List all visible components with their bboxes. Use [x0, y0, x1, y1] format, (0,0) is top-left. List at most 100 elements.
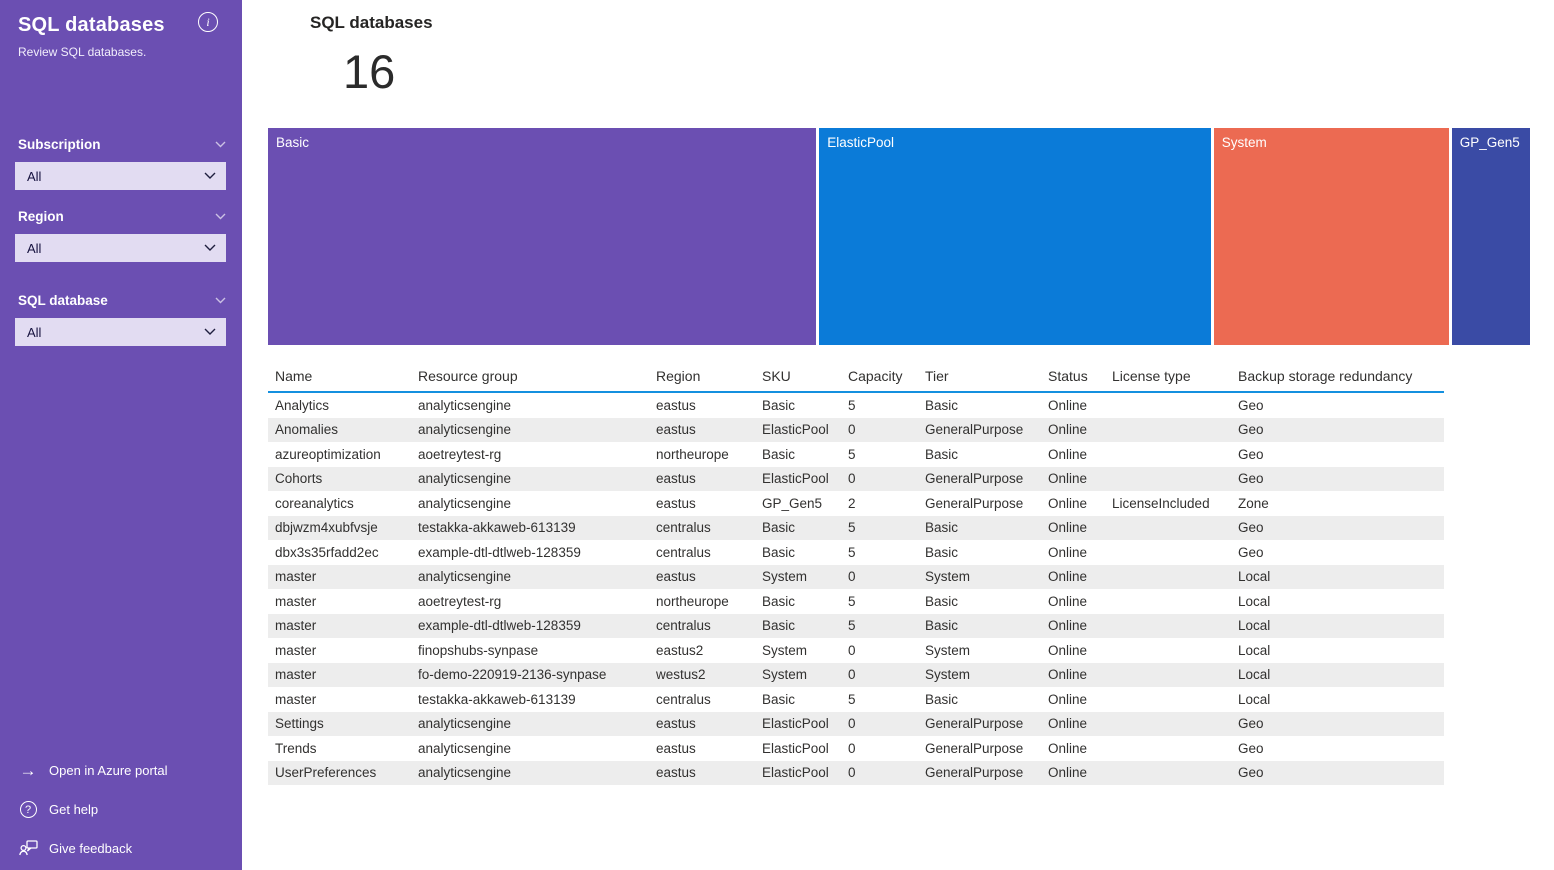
open-in-azure-portal-link[interactable]: → Open in Azure portal: [18, 762, 242, 779]
table-body: Analytics analyticsengine eastus Basic 5 Basi…: [268, 393, 1444, 785]
table-cell: Online: [1048, 618, 1088, 634]
chevron-down-icon[interactable]: [215, 213, 226, 220]
treemap-segment-elasticpool[interactable]: ElasticPool: [819, 128, 1211, 345]
table-cell: Online: [1048, 446, 1088, 462]
table-cell: 0: [848, 667, 856, 683]
table-cell: analyticsengine: [418, 495, 512, 511]
table-header: Name Resource group Region SKU Capacity Tier S…: [268, 360, 1444, 393]
table-cell: System: [762, 642, 808, 658]
table-cell: master: [275, 618, 317, 634]
table-cell: eastus2: [656, 642, 704, 658]
filter-sql-database: SQL database All: [0, 284, 242, 346]
table-cell: analyticsengine: [418, 740, 512, 756]
table-cell: finopshubs-synpase: [418, 642, 539, 658]
table-cell: Basic: [762, 520, 796, 536]
table-cell: Geo: [1238, 446, 1264, 462]
table-row[interactable]: master fo-demo-220919-2136-synpase westus2…: [268, 662, 1444, 687]
table-row[interactable]: Anomalies analyticsengine eastus ElasticPoo…: [268, 417, 1444, 442]
column-header[interactable]: Status: [1048, 368, 1088, 384]
column-header[interactable]: Region: [656, 368, 701, 384]
table-row[interactable]: master finopshubs-synpase eastus2 System 0 Sy…: [268, 638, 1444, 663]
table-cell: analyticsengine: [418, 716, 512, 732]
table-cell: Basic: [762, 618, 796, 634]
column-header[interactable]: Name: [275, 368, 313, 384]
table-cell: GeneralPurpose: [925, 495, 1024, 511]
chevron-down-icon: [204, 172, 216, 180]
subscription-dropdown[interactable]: All: [15, 162, 226, 190]
table-cell: Basic: [762, 446, 796, 462]
table-cell: Online: [1048, 520, 1088, 536]
get-help-link[interactable]: ? Get help: [18, 801, 242, 818]
column-header[interactable]: Backup storage redundancy: [1238, 368, 1413, 384]
filter-subscription: Subscription All: [0, 128, 242, 190]
sidebar: SQL databases i Review SQL databases. Su…: [0, 0, 242, 870]
table-row[interactable]: Trends analyticsengine eastus ElasticPool 0 G…: [268, 736, 1444, 761]
table-cell: Online: [1048, 691, 1088, 707]
table-row[interactable]: master aoetreytest-rg northeurope Basic 5 Bas…: [268, 589, 1444, 614]
table-cell: master: [275, 642, 317, 658]
treemap-segment-label: ElasticPool: [827, 135, 894, 150]
give-feedback-link[interactable]: Give feedback: [18, 840, 242, 856]
info-icon[interactable]: i: [198, 12, 218, 32]
sidebar-title: SQL databases: [18, 14, 165, 36]
databases-table: Name Resource group Region SKU Capacity Tier S…: [268, 360, 1444, 785]
table-cell: Basic: [925, 446, 959, 462]
treemap-segment-label: GP_Gen5: [1459, 135, 1520, 150]
table-cell: Geo: [1238, 544, 1264, 560]
table-cell: dbjwzm4xubfvsje: [275, 520, 378, 536]
table-row[interactable]: master analyticsengine eastus System 0 System…: [268, 564, 1444, 589]
link-label: Open in Azure portal: [49, 763, 168, 778]
chevron-down-icon: [204, 328, 216, 336]
table-row[interactable]: dbx3s35rfadd2ec example-dtl-dtlweb-128359…: [268, 540, 1444, 565]
table-row[interactable]: Settings analyticsengine eastus ElasticPool…: [268, 711, 1444, 736]
table-cell: Geo: [1238, 740, 1264, 756]
table-cell: westus2: [656, 667, 706, 683]
sidebar-links: → Open in Azure portal ? Get help Give f…: [0, 762, 242, 870]
dropdown-value: All: [27, 324, 42, 340]
table-cell: Basic: [925, 691, 959, 707]
column-header[interactable]: Tier: [925, 368, 949, 384]
table-cell: 5: [848, 446, 856, 462]
table-cell: Analytics: [275, 397, 330, 413]
table-cell: System: [762, 667, 808, 683]
table-row[interactable]: Cohorts analyticsengine eastus ElasticPool 0…: [268, 466, 1444, 491]
table-cell: Local: [1238, 569, 1271, 585]
table-cell: GeneralPurpose: [925, 740, 1024, 756]
table-row[interactable]: azureoptimization aoetreytest-rg northeuro…: [268, 442, 1444, 467]
chevron-down-icon[interactable]: [215, 297, 226, 304]
table-cell: LicenseIncluded: [1112, 495, 1210, 511]
help-circle-icon: ?: [18, 801, 38, 818]
table-cell: analyticsengine: [418, 765, 512, 781]
table-cell: System: [925, 667, 971, 683]
table-cell: ElasticPool: [762, 740, 829, 756]
column-header[interactable]: License type: [1112, 368, 1191, 384]
region-dropdown[interactable]: All: [15, 234, 226, 262]
treemap-segment-system[interactable]: System: [1213, 128, 1449, 345]
table-cell: Online: [1048, 667, 1088, 683]
sql-database-dropdown[interactable]: All: [15, 318, 226, 346]
column-header[interactable]: SKU: [762, 368, 791, 384]
table-cell: eastus: [656, 740, 696, 756]
table-cell: eastus: [656, 495, 696, 511]
table-cell: centralus: [656, 691, 711, 707]
table-row[interactable]: master example-dtl-dtlweb-128359 centralus…: [268, 613, 1444, 638]
table-cell: eastus: [656, 397, 696, 413]
table-row[interactable]: UserPreferences analyticsengine eastus Elas…: [268, 760, 1444, 785]
table-cell: 5: [848, 520, 856, 536]
table-row[interactable]: Analytics analyticsengine eastus Basic 5 Basi…: [268, 393, 1444, 418]
link-label: Get help: [49, 802, 99, 817]
table-cell: Local: [1238, 618, 1271, 634]
treemap-segment-basic[interactable]: Basic: [268, 128, 817, 345]
table-row[interactable]: coreanalytics analyticsengine eastus GP_Gen…: [268, 491, 1444, 516]
treemap-segment-gp_gen5[interactable]: GP_Gen5: [1451, 128, 1530, 345]
chevron-down-icon[interactable]: [215, 141, 226, 148]
table-row[interactable]: master testakka-akkaweb-613139 centralus Ba…: [268, 687, 1444, 712]
table-cell: centralus: [656, 618, 711, 634]
table-cell: Online: [1048, 422, 1088, 438]
table-cell: testakka-akkaweb-613139: [418, 691, 576, 707]
column-header[interactable]: Resource group: [418, 368, 518, 384]
column-header[interactable]: Capacity: [848, 368, 903, 384]
table-row[interactable]: dbjwzm4xubfvsje testakka-akkaweb-613139 ce…: [268, 515, 1444, 540]
table-cell: master: [275, 593, 317, 609]
